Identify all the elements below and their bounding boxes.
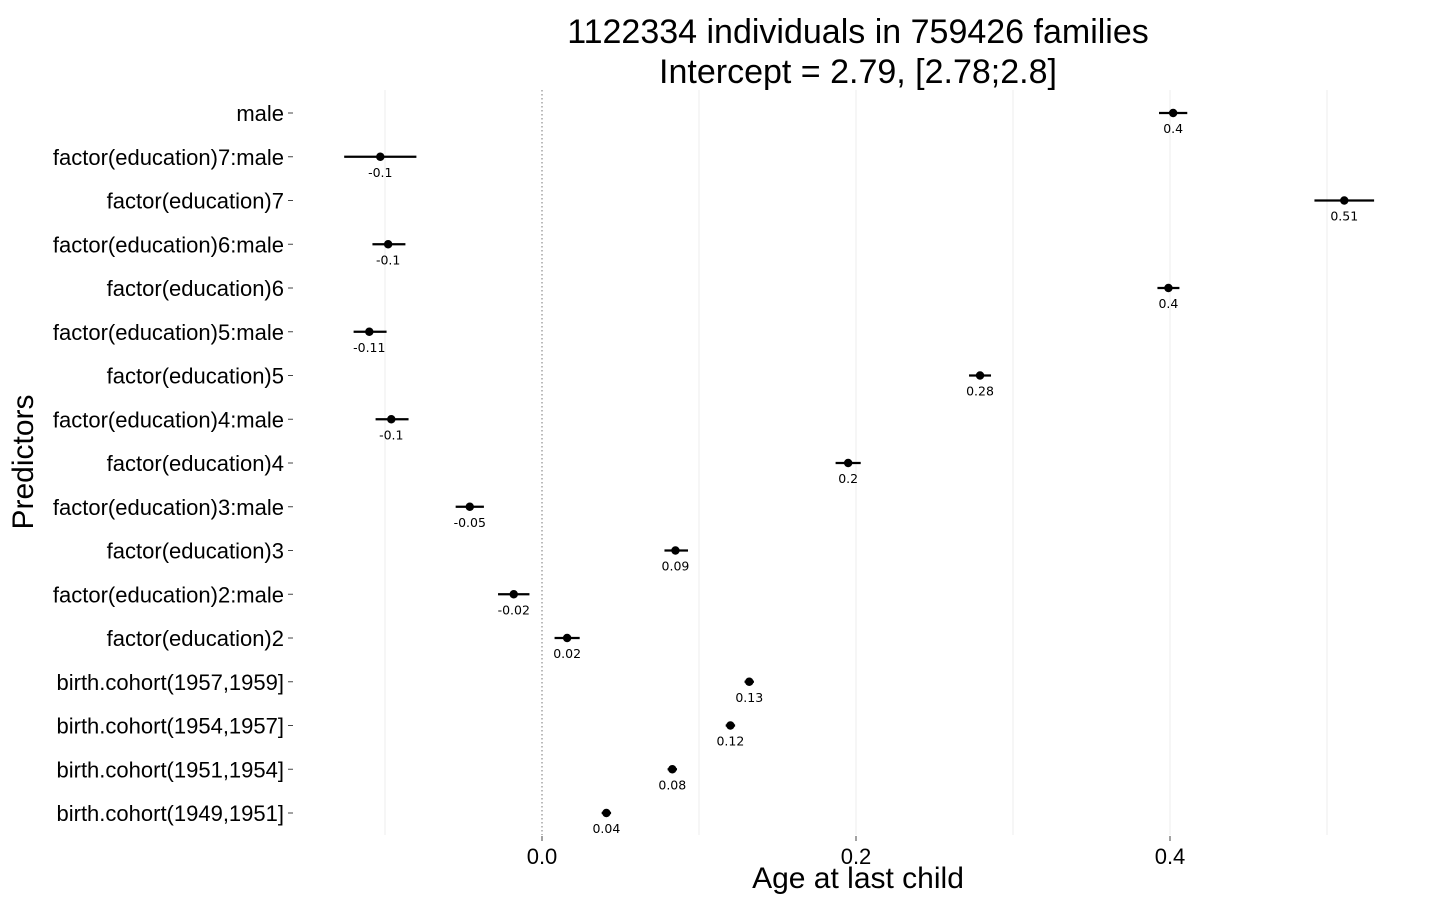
estimate-value-label: -0.1 <box>368 165 392 180</box>
y-tick-label: factor(education)7:male <box>53 145 284 170</box>
estimate-point <box>1340 196 1349 205</box>
y-tick-label: factor(education)5 <box>107 364 284 389</box>
estimate-point <box>383 240 393 249</box>
y-tick-label: factor(education)2:male <box>53 582 284 607</box>
chart-title: 1122334 individuals in 759426 families <box>567 13 1149 51</box>
y-tick-label: factor(education)6:male <box>53 232 284 257</box>
estimate-value-label: 0.02 <box>553 646 581 661</box>
y-tick-label: birth.cohort(1949,1951] <box>57 801 285 826</box>
estimate-point <box>668 765 677 774</box>
estimate-value-label: 0.12 <box>716 734 744 749</box>
y-tick-label: factor(education)4 <box>107 451 284 476</box>
y-axis-title: Predictors <box>7 394 40 529</box>
estimate-point <box>465 502 474 511</box>
estimate-value-label: 0.08 <box>658 777 686 792</box>
estimate-value-label: 0.04 <box>592 821 620 836</box>
chart-subtitle: Intercept = 2.79, [2.78;2.8] <box>659 53 1057 91</box>
estimate-point <box>975 371 985 380</box>
estimate-value-label: -0.02 <box>498 602 530 617</box>
estimate-value-label: -0.1 <box>376 252 400 267</box>
estimate-point <box>562 633 572 643</box>
estimate-value-label: 0.4 <box>1158 296 1178 311</box>
x-tick-label: 0.2 <box>841 844 872 869</box>
estimate-value-label: -0.1 <box>379 427 403 442</box>
y-tick-label: factor(education)7 <box>107 189 284 214</box>
estimate-point <box>671 546 680 555</box>
y-tick-label: factor(education)6 <box>107 276 284 301</box>
estimates-layer: 0.4 -0.1 0.51 -0.1 0.4 -0.11 0.28 -0.1 0.2 -0.05 0… <box>344 108 1375 836</box>
estimate-point <box>365 327 374 336</box>
estimate-point <box>387 415 396 424</box>
estimate-point <box>726 721 735 730</box>
estimate-point <box>509 590 518 599</box>
estimate-value-label: -0.11 <box>353 340 385 355</box>
estimate-value-label: 0.09 <box>662 559 690 574</box>
estimate-point <box>1168 108 1178 118</box>
estimate-value-label: 0.51 <box>1330 209 1358 224</box>
estimate-value-label: 0.2 <box>838 471 858 486</box>
y-tick-label: factor(education)2 <box>107 626 284 651</box>
y-tick-label: male <box>236 101 284 126</box>
y-tick-label: birth.cohort(1951,1954] <box>57 757 285 782</box>
y-tick-label: factor(education)3 <box>107 539 284 564</box>
y-tick-label: birth.cohort(1957,1959] <box>57 670 285 695</box>
estimate-value-label: 0.13 <box>735 690 763 705</box>
estimate-value-label: 0.4 <box>1163 121 1183 136</box>
x-axis-title: Age at last child <box>752 862 964 895</box>
estimate-point <box>1164 283 1173 293</box>
x-tick-label: 0.4 <box>1155 844 1186 869</box>
x-tick-label: 0.0 <box>527 844 558 869</box>
estimate-point <box>843 458 853 468</box>
estimate-point <box>745 677 754 686</box>
estimate-value-label: 0.28 <box>966 384 994 399</box>
y-tick-label: factor(education)3:male <box>53 495 284 520</box>
estimate-point <box>602 808 611 818</box>
y-axis-ticks: male factor(education)7:male factor(educat… <box>53 101 293 826</box>
estimate-value-label: -0.05 <box>454 515 486 530</box>
y-tick-label: factor(education)5:male <box>53 320 284 345</box>
y-tick-label: birth.cohort(1954,1957] <box>57 714 285 739</box>
y-tick-label: factor(education)4:male <box>53 407 284 432</box>
estimate-point <box>376 152 385 161</box>
x-axis-ticks: 0.0 0.2 0.4 <box>527 836 1186 869</box>
